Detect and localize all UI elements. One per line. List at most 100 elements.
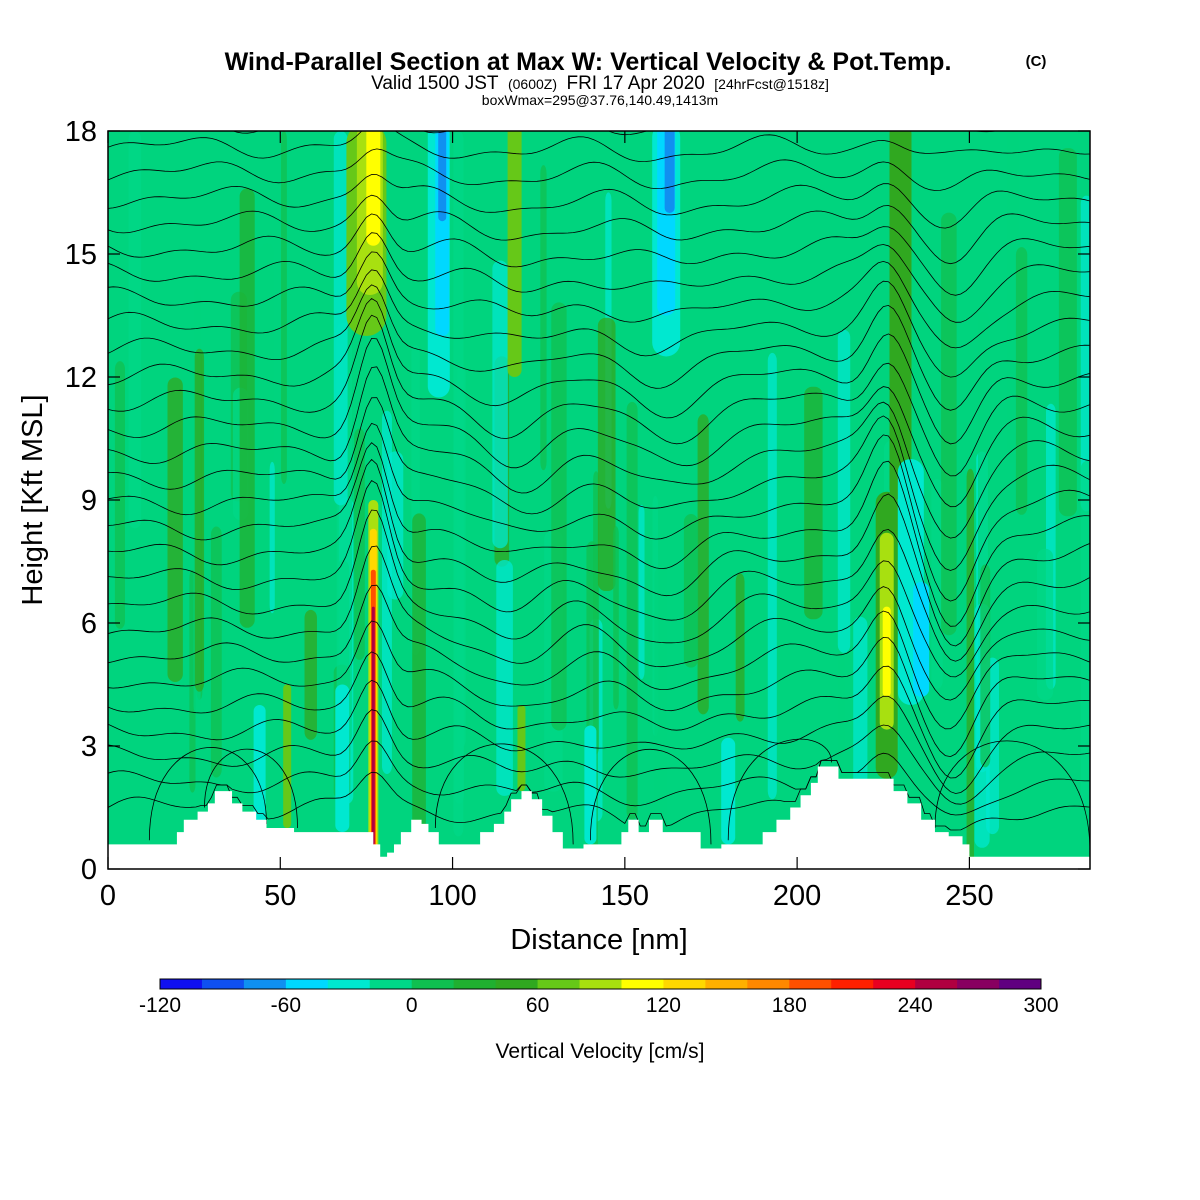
colorbar-swatch bbox=[243, 979, 287, 989]
isentrope-line bbox=[108, 397, 1090, 571]
velocity-stripe bbox=[853, 616, 868, 814]
updraft-peak bbox=[882, 606, 891, 697]
isentrope-line bbox=[108, 584, 1090, 730]
isentrope-line bbox=[108, 620, 1090, 758]
y-axis: 0 3 6 9 12 15 18 bbox=[65, 116, 1090, 886]
colorbar-swatch bbox=[369, 979, 413, 989]
colorbar-swatch bbox=[495, 979, 539, 989]
colorbar-tick-label: 60 bbox=[526, 994, 549, 1017]
velocity-stripe bbox=[381, 410, 392, 774]
isentrope-line bbox=[108, 679, 1090, 794]
isentrope-arch bbox=[204, 748, 298, 829]
isentrope-line bbox=[108, 479, 1090, 662]
velocity-stripe bbox=[837, 329, 851, 653]
velocity-stripe bbox=[654, 567, 668, 819]
velocity-stripe bbox=[239, 188, 255, 628]
valid-date: FRI 17 Apr 2020 bbox=[566, 73, 704, 94]
velocity-stripe bbox=[697, 414, 709, 715]
velocity-stripe bbox=[551, 302, 567, 731]
downdraft-peak bbox=[664, 131, 675, 213]
max-updraft-core bbox=[371, 606, 375, 845]
isentrope-line bbox=[108, 760, 1090, 831]
velocity-stripe bbox=[931, 479, 943, 689]
chart-title: Wind-Parallel Section at Max W: Vertical… bbox=[225, 48, 952, 76]
colorbar-swatch bbox=[327, 979, 371, 989]
valid-time: Valid 1500 JST bbox=[371, 73, 499, 94]
isentrope-line bbox=[108, 366, 1090, 539]
isentrope-line bbox=[108, 232, 1090, 323]
isentrope-line bbox=[108, 442, 1090, 627]
isentrope-line bbox=[108, 174, 1090, 229]
colorbar-tick-label: -120 bbox=[139, 994, 181, 1017]
isentrope-line bbox=[108, 284, 1090, 411]
colorbar: -120 -60 0 60 120 180 240 300 bbox=[139, 978, 1059, 1017]
velocity-stripe bbox=[333, 131, 348, 506]
colorbar-swatch bbox=[957, 979, 1000, 989]
velocity-stripe bbox=[128, 131, 142, 529]
low-downdraft bbox=[721, 737, 736, 845]
vertical-velocity-field bbox=[114, 131, 1090, 868]
isentrope-line bbox=[108, 422, 1090, 602]
velocity-stripe bbox=[114, 361, 126, 629]
velocity-stripe bbox=[210, 526, 222, 778]
isentrope-line bbox=[108, 458, 1090, 647]
isentrope-line bbox=[108, 297, 1090, 445]
forecast-info: [24hrFcst@1518z] bbox=[714, 76, 829, 92]
colorbar-swatch bbox=[621, 979, 664, 989]
velocity-stripe bbox=[167, 377, 183, 682]
isentrope-arch bbox=[434, 743, 574, 845]
isentrope-line bbox=[108, 709, 1090, 805]
x-tick-label: 250 bbox=[945, 880, 993, 912]
velocity-stripe bbox=[966, 468, 975, 868]
colorbar-tick-label: 120 bbox=[646, 994, 681, 1017]
colorbar-swatch bbox=[285, 979, 329, 989]
x-axis-label: Distance [nm] bbox=[510, 924, 687, 956]
y-axis-label: Height [Kft MSL] bbox=[17, 394, 49, 605]
colorbar-swatch bbox=[873, 979, 916, 989]
colorbar-swatch bbox=[747, 979, 790, 989]
colorbar-tick-label: -60 bbox=[271, 994, 301, 1017]
isentrope-arch bbox=[727, 738, 832, 841]
velocity-stripe bbox=[1080, 460, 1090, 806]
colorbar-frame bbox=[159, 978, 1042, 990]
isentrope-arch bbox=[589, 748, 712, 845]
velocity-stripe bbox=[496, 559, 513, 796]
velocity-stripe bbox=[626, 401, 638, 820]
chart-subtitle-2: boxWmax=295@37.76,140.49,1413m bbox=[482, 92, 718, 108]
colorbar-swatch bbox=[999, 979, 1042, 989]
colorbar-swatch bbox=[663, 979, 706, 989]
y-tick-label: 3 bbox=[81, 731, 97, 763]
colorbar-tick-label: 180 bbox=[772, 994, 807, 1017]
colorbar-swatch bbox=[705, 979, 748, 989]
x-tick-label: 0 bbox=[100, 880, 116, 912]
velocity-stripe bbox=[412, 513, 426, 844]
velocity-stripe bbox=[683, 514, 699, 668]
isentrope-line bbox=[108, 651, 1090, 779]
y-tick-label: 12 bbox=[65, 362, 97, 394]
velocity-stripe bbox=[1058, 148, 1077, 517]
x-tick-label: 50 bbox=[264, 880, 296, 912]
velocity-stripe bbox=[304, 609, 317, 740]
copyright-mark: (C) bbox=[1026, 53, 1047, 70]
velocity-stripe bbox=[540, 165, 547, 471]
velocity-stripe bbox=[492, 260, 508, 549]
y-tick-label: 0 bbox=[81, 854, 97, 886]
updraft-stripe bbox=[889, 131, 912, 500]
isentrope-line bbox=[108, 213, 1090, 296]
isentrope-line bbox=[108, 148, 1090, 191]
colorbar-swatch bbox=[411, 979, 455, 989]
isentrope-arch bbox=[934, 740, 1090, 853]
velocity-stripe bbox=[1036, 548, 1054, 701]
isentrope-line bbox=[108, 269, 1090, 378]
velocity-stripe bbox=[281, 131, 287, 484]
colorbar-tick-label: 300 bbox=[1023, 994, 1058, 1017]
low-downdraft bbox=[253, 705, 266, 833]
colorbar-swatch bbox=[160, 979, 203, 989]
velocity-stripe bbox=[980, 564, 991, 768]
colorbar-label: Vertical Velocity [cm/s] bbox=[496, 1040, 705, 1063]
velocity-stripe bbox=[941, 212, 957, 636]
y-tick-label: 15 bbox=[65, 239, 97, 271]
colorbar-swatch bbox=[201, 979, 245, 989]
colorbar-swatch bbox=[789, 979, 832, 989]
